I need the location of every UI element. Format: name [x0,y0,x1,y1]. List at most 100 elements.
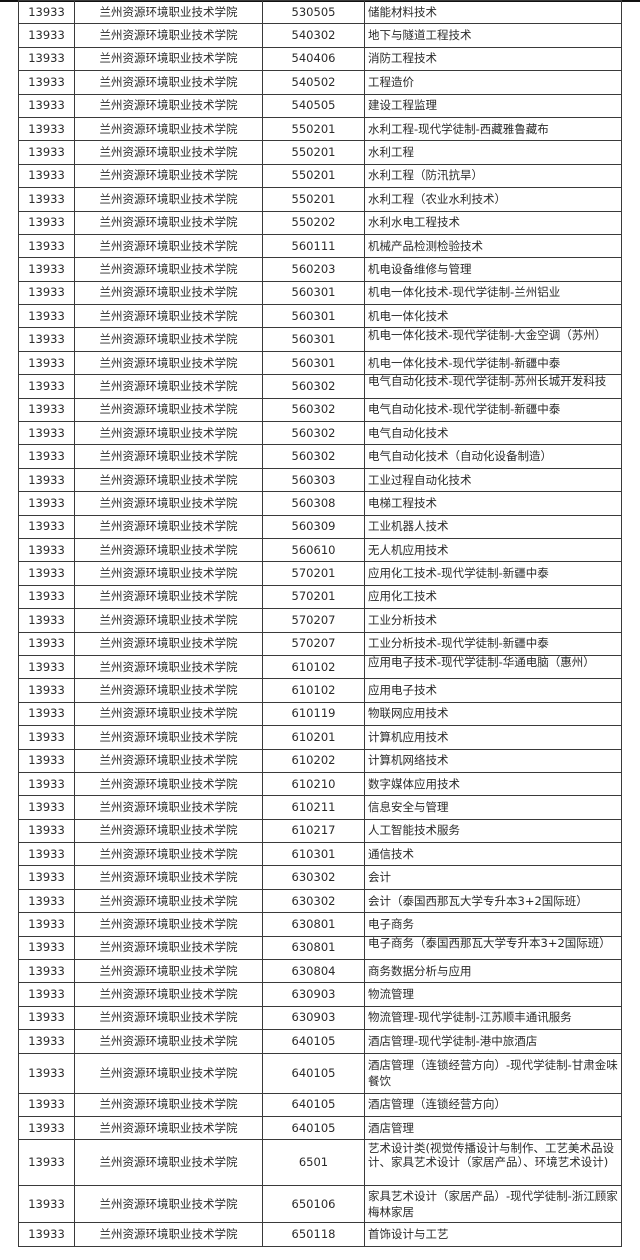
table-row: 13933 兰州资源环境职业技术学院 610119 物联网应用技术 [18,701,622,727]
school-id-cell: 13933 [18,467,75,493]
school-id-cell: 13933 [18,233,75,259]
school-id-cell: 13933 [18,935,75,961]
school-id-cell: 13933 [18,1029,75,1054]
major-code-cell: 560308 [262,491,365,516]
table-row: 13933 兰州资源环境职业技术学院 630302 会计（泰国西那瓦大学专升本3+2国… [18,888,622,914]
table-row: 13933 兰州资源环境职业技术学院 610201 计算机应用技术 [18,725,622,750]
major-code-cell-text: 560203 [291,262,336,276]
major-code-cell-text: 570201 [291,590,336,604]
major-name-cell: 物联网应用技术 [364,701,622,727]
major-name-cell: 工业机器人技术 [364,514,622,539]
table-row: 13933 兰州资源环境职业技术学院 560301 机电一体化技术-现代学徒制-新疆中… [18,350,622,376]
major-name-cell: 机电一体化技术 [364,304,622,329]
major-name-cell-text: 计算机应用技术 [368,730,449,744]
school-name-cell-text: 兰州资源环境职业技术学院 [99,660,238,674]
school-name-cell: 兰州资源环境职业技术学院 [74,140,263,165]
school-id-cell-text: 13933 [28,824,65,838]
major-code-cell-text: 550201 [291,122,336,136]
major-code-cell-text: 650118 [291,1228,336,1242]
major-name-cell-text: 电气自动化技术-现代学徒制-新疆中泰 [368,403,561,417]
major-name-cell: 电梯工程技术 [364,491,622,516]
major-table: 13933 兰州资源环境职业技术学院 530505 储能材料技术 13933 兰州资源环境… [18,0,622,1247]
school-name-cell-text: 兰州资源环境职业技术学院 [99,379,238,393]
school-id-cell-text: 13933 [28,917,65,931]
major-code-cell-text: 560301 [291,356,336,370]
major-code-cell: 540302 [262,23,365,48]
major-name-cell-text: 计算机网络技术 [368,754,449,768]
major-code-cell: 560203 [262,257,365,282]
major-code-cell-text: 640105 [291,1098,336,1112]
major-name-cell: 机电设备维修与管理 [364,257,622,282]
school-id-cell-text: 13933 [28,1121,65,1135]
school-name-cell: 兰州资源环境职业技术学院 [74,280,263,306]
major-code-cell: 630804 [262,959,365,984]
major-name-cell: 会计（泰国西那瓦大学专升本3+2国际班） [364,888,622,914]
school-name-cell: 兰州资源环境职业技术学院 [74,23,263,48]
school-id-cell: 13933 [18,444,75,469]
school-name-cell: 兰州资源环境职业技术学院 [74,1185,263,1224]
school-name-cell: 兰州资源环境职业技术学院 [74,1029,263,1054]
major-code-cell-text: 560303 [291,473,336,487]
major-code-cell-text: 610211 [291,800,336,814]
major-name-cell: 酒店管理（连锁经营方向） [364,1092,622,1117]
major-code-cell: 570201 [262,561,365,586]
school-id-cell-text: 13933 [28,1011,65,1025]
school-name-cell-text: 兰州资源环境职业技术学院 [99,754,238,768]
major-code-cell-text: 610301 [291,847,336,861]
table-row: 13933 兰州资源环境职业技术学院 610102 应用电子技术-现代学徒制-华通电脑… [18,654,622,680]
major-name-cell-text: 地下与隧道工程技术 [368,29,472,43]
major-name-cell: 电子商务 [364,912,622,937]
major-code-cell-text: 560301 [291,286,336,300]
school-name-cell: 兰州资源环境职业技术学院 [74,935,263,961]
school-id-cell-text: 13933 [28,5,65,19]
school-name-cell-text: 兰州资源环境职业技术学院 [99,426,238,440]
school-id-cell: 13933 [18,421,75,446]
school-name-cell: 兰州资源环境职业技术学院 [74,818,263,844]
major-name-cell-text: 物流管理 [368,988,414,1002]
school-id-cell-text: 13933 [28,707,65,721]
major-code-cell-text: 560111 [291,239,336,253]
table-row: 13933 兰州资源环境职业技术学院 570201 应用化工技术-现代学徒制-新疆中泰 [18,561,622,586]
school-name-cell: 兰州资源环境职业技术学院 [74,701,263,727]
school-id-cell-text: 13933 [28,356,65,370]
major-code-cell: 560302 [262,444,365,469]
school-name-cell: 兰州资源环境职业技术学院 [74,631,263,656]
school-id-cell-text: 13933 [28,426,65,440]
major-name-cell: 家具艺术设计（家居产品）-现代学徒制-浙江顾家梅林家居 [364,1185,622,1224]
major-name-cell-text: 电气自动化技术-现代学徒制-苏州长城开发科技 [368,375,607,389]
school-name-cell-text: 兰州资源环境职业技术学院 [99,917,238,931]
school-id-cell-text: 13933 [28,847,65,861]
major-code-cell-text: 630804 [291,964,336,978]
major-name-cell-text: 酒店管理（连锁经营方向）-现代学徒制-甘肃金味餐饮 [368,1058,618,1089]
major-name-cell: 商务数据分析与应用 [364,959,622,984]
major-name-cell-text: 机械产品检测检验技术 [368,239,483,253]
major-name-cell: 酒店管理（连锁经营方向）-现代学徒制-甘肃金味餐饮 [364,1052,622,1094]
major-code-cell: 560302 [262,397,365,423]
major-code-cell-text: 570207 [291,613,336,627]
school-name-cell-text: 兰州资源环境职业技术学院 [99,52,238,66]
major-name-cell: 水利工程 [364,140,622,165]
school-name-cell: 兰州资源环境职业技术学院 [74,0,263,25]
major-code-cell: 6501 [262,1139,365,1187]
major-name-cell: 人工智能技术服务 [364,818,622,844]
major-name-cell-text: 电子商务（泰国西那瓦大学专升本3+2国际班） [368,936,611,950]
major-name-cell-text: 应用化工技术-现代学徒制-新疆中泰 [368,567,549,581]
major-name-cell: 物流管理 [364,982,622,1007]
major-code-cell: 610202 [262,748,365,773]
major-code-cell: 650118 [262,1222,365,1247]
major-name-cell: 水利工程（防汛抗旱） [364,163,622,189]
school-name-cell: 兰州资源环境职业技术学院 [74,982,263,1007]
major-code-cell: 560302 [262,421,365,446]
major-code-cell-text: 630801 [291,941,336,955]
major-code-cell: 630903 [262,982,365,1007]
major-name-cell: 计算机网络技术 [364,748,622,773]
school-id-cell-text: 13933 [28,450,65,464]
table-row: 13933 兰州资源环境职业技术学院 540502 工程造价 [18,70,622,95]
table-row: 13933 兰州资源环境职业技术学院 560111 机械产品检测检验技术 [18,233,622,259]
major-code-cell: 560111 [262,233,365,259]
school-id-cell-text: 13933 [28,964,65,978]
school-name-cell-text: 兰州资源环境职业技术学院 [99,964,238,978]
school-id-cell-text: 13933 [28,379,65,393]
school-name-cell-text: 兰州资源环境职业技术学院 [99,824,238,838]
major-code-cell-text: 640105 [291,1066,336,1080]
